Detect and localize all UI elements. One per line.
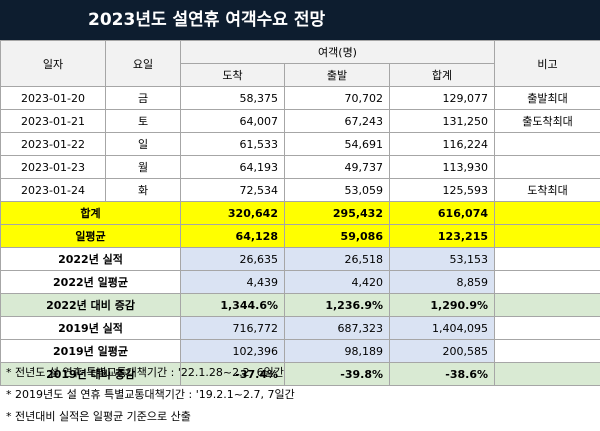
summary-arrival: 320,642 [180, 201, 285, 225]
col-header-passengers: 여객(명) [179, 40, 496, 64]
cell-weekday: 월 [105, 155, 181, 179]
summary-remark [494, 293, 600, 317]
col-header-date: 일자 [0, 40, 106, 87]
cell-departure: 70,702 [284, 86, 390, 110]
cell-total: 125,593 [388, 178, 496, 202]
summary-remark [494, 270, 600, 294]
summary-total: 200,585 [388, 339, 496, 363]
summary-label: 2022년 대비 증감 [0, 293, 181, 317]
footnote: * 전년대비 실적은 일평균 기준으로 산출 [6, 410, 191, 423]
col-header-remarks: 비고 [494, 40, 600, 87]
summary-total: 123,215 [388, 224, 496, 248]
summary-arrival: 64,128 [180, 224, 285, 248]
cell-departure: 67,243 [284, 109, 390, 133]
col-header-total: 합계 [388, 63, 496, 87]
daily-average-row: 일평균 64,128 59,086 123,215 [0, 224, 600, 248]
summary-total: 1,404,095 [388, 316, 496, 340]
cell-arrival: 64,007 [180, 109, 285, 133]
summary-total: 8,859 [388, 270, 496, 294]
page-title: 2023년도 설연휴 여객수요 전망 [0, 0, 600, 40]
cell-date: 2023-01-23 [0, 155, 106, 179]
summary-label: 2022년 실적 [0, 247, 181, 271]
summary-total: -38.6% [388, 362, 496, 386]
total-row: 합계 320,642 295,432 616,074 [0, 201, 600, 225]
col-header-departure: 출발 [284, 63, 390, 87]
summary-label: 2019년 실적 [0, 316, 181, 340]
summary-label: 2019년 일평균 [0, 339, 181, 363]
summary-arrival: 1,344.6% [180, 293, 285, 317]
summary-arrival: 102,396 [180, 339, 285, 363]
cell-remark: 도착최대 [494, 178, 600, 202]
col-header-weekday: 요일 [105, 40, 181, 87]
cell-remark: 출도착최대 [494, 109, 600, 133]
summary-remark [494, 201, 600, 225]
summary-total: 616,074 [388, 201, 496, 225]
cell-remark [494, 155, 600, 179]
cell-weekday: 토 [105, 109, 181, 133]
summary-label: 2022년 일평균 [0, 270, 181, 294]
change-2022-row: 2022년 대비 증감 1,344.6% 1,236.9% 1,290.9% [0, 293, 600, 317]
footnote: * 전년도 설 연휴 특별교통대책기간 : '22.1.28~2.2, 6일간 [6, 366, 284, 379]
footnotes: * 전년도 설 연휴 특별교통대책기간 : '22.1.28~2.2, 6일간 … [6, 362, 295, 428]
cell-departure: 49,737 [284, 155, 390, 179]
cell-total: 131,250 [388, 109, 496, 133]
summary-label: 합계 [0, 201, 181, 225]
summary-remark [494, 224, 600, 248]
cell-arrival: 64,193 [180, 155, 285, 179]
summary-remark [494, 316, 600, 340]
summary-departure: 59,086 [284, 224, 390, 248]
cell-total: 113,930 [388, 155, 496, 179]
table-row: 2023-01-24 화 72,534 53,059 125,593 도착최대 [0, 178, 600, 202]
change-2019-row: 2019년 대비 증감 -37.4% -39.8% -38.6% [0, 362, 600, 386]
summary-departure: 4,420 [284, 270, 390, 294]
cell-arrival: 58,375 [180, 86, 285, 110]
col-header-arrival: 도착 [180, 63, 285, 87]
table-row: 2023-01-21 토 64,007 67,243 131,250 출도착최대 [0, 109, 600, 133]
cell-remark [494, 132, 600, 156]
summary-remark [494, 339, 600, 363]
table-row: 2023-01-20 금 58,375 70,702 129,077 출발최대 [0, 86, 600, 110]
summary-departure: 98,189 [284, 339, 390, 363]
cell-date: 2023-01-24 [0, 178, 106, 202]
summary-arrival: -37.4% [180, 362, 285, 386]
summary-arrival: 4,439 [180, 270, 285, 294]
average-2019-row: 2019년 일평균 102,396 98,189 200,585 [0, 339, 600, 363]
summary-departure: 26,518 [284, 247, 390, 271]
cell-date: 2023-01-21 [0, 109, 106, 133]
cell-total: 116,224 [388, 132, 496, 156]
cell-weekday: 금 [105, 86, 181, 110]
summary-remark [494, 362, 600, 386]
table-row: 2023-01-23 월 64,193 49,737 113,930 [0, 155, 600, 179]
summary-label: 일평균 [0, 224, 181, 248]
summary-departure: 1,236.9% [284, 293, 390, 317]
cell-date: 2023-01-20 [0, 86, 106, 110]
summary-label: 2019년 대비 증감 [0, 362, 181, 386]
cell-arrival: 61,533 [180, 132, 285, 156]
cell-remark: 출발최대 [494, 86, 600, 110]
summary-remark [494, 247, 600, 271]
cell-date: 2023-01-22 [0, 132, 106, 156]
cell-departure: 54,691 [284, 132, 390, 156]
footnote: * 2019년도 설 연휴 특별교통대책기간 : '19.2.1~2.7, 7일… [6, 388, 295, 401]
table-row: 2023-01-22 일 61,533 54,691 116,224 [0, 132, 600, 156]
cell-departure: 53,059 [284, 178, 390, 202]
summary-total: 1,290.9% [388, 293, 496, 317]
summary-arrival: 26,635 [180, 247, 285, 271]
cell-weekday: 화 [105, 178, 181, 202]
actual-2019-row: 2019년 실적 716,772 687,323 1,404,095 [0, 316, 600, 340]
summary-total: 53,153 [388, 247, 496, 271]
summary-departure: 295,432 [284, 201, 390, 225]
cell-weekday: 일 [105, 132, 181, 156]
summary-departure: -39.8% [284, 362, 390, 386]
summary-departure: 687,323 [284, 316, 390, 340]
summary-arrival: 716,772 [180, 316, 285, 340]
cell-arrival: 72,534 [180, 178, 285, 202]
cell-total: 129,077 [388, 86, 496, 110]
average-2022-row: 2022년 일평균 4,439 4,420 8,859 [0, 270, 600, 294]
passenger-forecast-table: 일자 요일 여객(명) 비고 도착 출발 합계 2023-01-20 금 58,… [0, 40, 600, 386]
actual-2022-row: 2022년 실적 26,635 26,518 53,153 [0, 247, 600, 271]
